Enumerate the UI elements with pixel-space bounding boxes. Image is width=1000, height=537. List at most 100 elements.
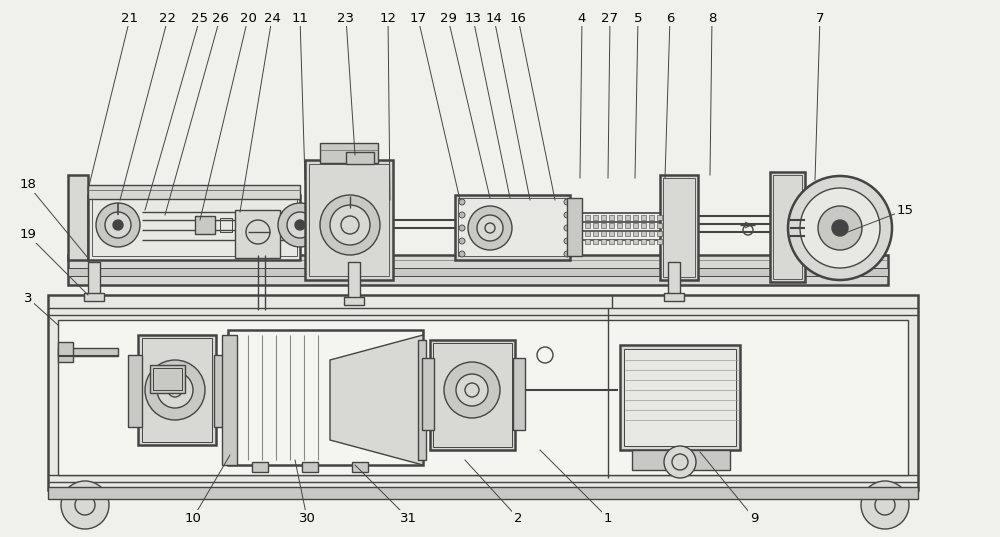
Circle shape xyxy=(459,212,465,218)
Text: 31: 31 xyxy=(400,512,416,525)
Bar xyxy=(649,239,654,244)
Bar xyxy=(88,195,300,260)
Bar xyxy=(770,172,805,282)
Circle shape xyxy=(278,203,322,247)
Circle shape xyxy=(788,176,892,280)
Bar xyxy=(68,268,888,276)
Bar xyxy=(633,215,638,220)
Circle shape xyxy=(330,205,370,245)
Text: 23: 23 xyxy=(338,11,354,25)
Bar xyxy=(252,462,268,472)
Circle shape xyxy=(145,360,205,420)
Bar xyxy=(88,185,300,199)
Bar xyxy=(228,330,423,465)
Bar xyxy=(92,198,297,256)
Bar xyxy=(593,223,598,228)
Text: 17: 17 xyxy=(410,11,426,25)
Circle shape xyxy=(564,212,570,218)
Bar xyxy=(513,358,525,430)
Bar xyxy=(625,231,630,236)
Bar xyxy=(609,223,614,228)
Bar xyxy=(320,143,378,163)
Bar xyxy=(222,335,237,465)
Circle shape xyxy=(295,220,305,230)
Bar xyxy=(58,348,118,356)
Bar xyxy=(663,178,695,277)
Text: 26: 26 xyxy=(212,11,228,25)
Bar xyxy=(625,239,630,244)
Text: 14: 14 xyxy=(486,11,502,25)
Bar xyxy=(601,239,606,244)
Bar xyxy=(641,239,646,244)
Text: 15: 15 xyxy=(896,204,914,216)
Bar xyxy=(617,239,622,244)
Bar xyxy=(422,358,434,430)
Bar xyxy=(609,239,614,244)
Bar xyxy=(633,223,638,228)
Bar xyxy=(601,223,606,228)
Bar xyxy=(585,223,590,228)
Bar xyxy=(609,231,614,236)
Bar xyxy=(305,160,393,280)
Bar xyxy=(88,262,100,297)
Text: 25: 25 xyxy=(192,11,208,25)
Bar xyxy=(433,343,512,447)
Text: 20: 20 xyxy=(240,11,256,25)
Bar xyxy=(617,231,622,236)
Bar xyxy=(649,215,654,220)
Bar xyxy=(68,175,88,260)
Text: 9: 9 xyxy=(750,512,758,525)
Text: 30: 30 xyxy=(299,512,315,525)
Bar xyxy=(609,215,614,220)
Circle shape xyxy=(105,212,131,238)
Bar xyxy=(585,239,590,244)
Circle shape xyxy=(444,362,500,418)
Bar xyxy=(593,215,598,220)
Polygon shape xyxy=(330,335,423,465)
Bar xyxy=(142,338,212,442)
Bar xyxy=(302,462,318,472)
Text: 10: 10 xyxy=(185,512,201,525)
Bar xyxy=(346,152,374,164)
Text: 22: 22 xyxy=(160,11,176,25)
Text: 21: 21 xyxy=(122,11,138,25)
Circle shape xyxy=(456,374,488,406)
Bar xyxy=(150,365,185,393)
Bar xyxy=(352,462,368,472)
Bar xyxy=(632,450,730,470)
Circle shape xyxy=(320,195,380,255)
Circle shape xyxy=(287,212,313,238)
Bar xyxy=(617,223,622,228)
Text: 7: 7 xyxy=(816,11,824,25)
Circle shape xyxy=(564,238,570,244)
Bar xyxy=(84,293,104,301)
Bar xyxy=(641,231,646,236)
Circle shape xyxy=(664,446,696,478)
Bar xyxy=(195,216,215,234)
Bar xyxy=(153,368,182,390)
Circle shape xyxy=(818,206,862,250)
Bar xyxy=(660,175,698,280)
Text: 13: 13 xyxy=(464,11,482,25)
Bar xyxy=(657,239,662,244)
Bar xyxy=(601,215,606,220)
Bar xyxy=(657,223,662,228)
Bar xyxy=(625,223,630,228)
Text: 11: 11 xyxy=(292,11,308,25)
Circle shape xyxy=(459,199,465,205)
Circle shape xyxy=(459,251,465,257)
Text: 1: 1 xyxy=(604,512,612,525)
Circle shape xyxy=(157,372,193,408)
Bar xyxy=(220,218,232,232)
Bar xyxy=(625,215,630,220)
Bar xyxy=(668,262,680,297)
Bar xyxy=(649,231,654,236)
Bar xyxy=(633,239,638,244)
Bar xyxy=(235,210,280,258)
Circle shape xyxy=(564,225,570,231)
Bar xyxy=(309,164,389,276)
Text: 2: 2 xyxy=(514,512,522,525)
Circle shape xyxy=(800,188,880,268)
Bar xyxy=(657,231,662,236)
Circle shape xyxy=(459,238,465,244)
